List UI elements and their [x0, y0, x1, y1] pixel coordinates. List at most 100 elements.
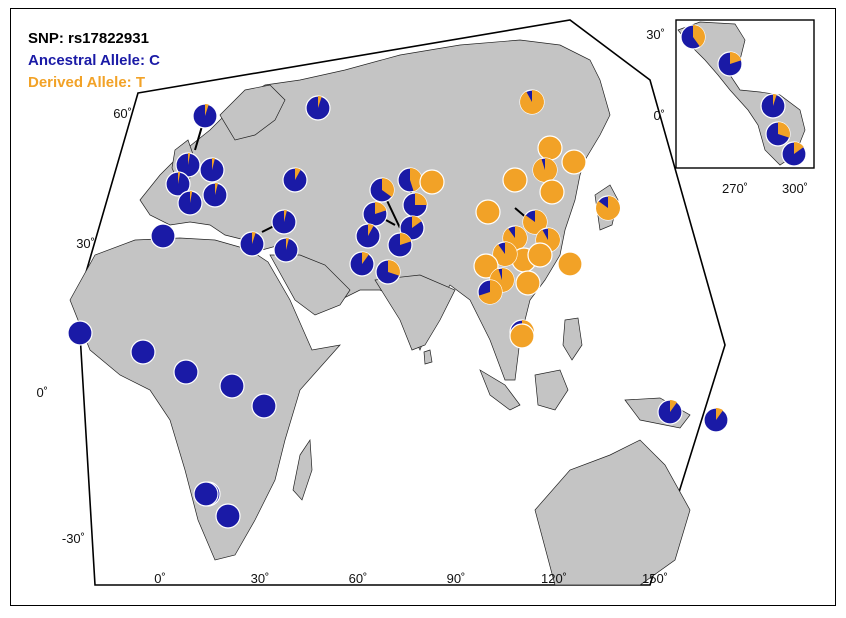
population-pie: [509, 323, 535, 349]
population-pie: [362, 201, 388, 227]
inset-lon-label-270: 270˚: [722, 181, 748, 196]
population-pie: [703, 407, 729, 433]
ancestral-slice: [561, 149, 587, 175]
population-pie: [475, 199, 501, 225]
population-pie: [369, 177, 395, 203]
legend-ancestral: Ancestral Allele: C: [28, 52, 160, 69]
ancestral-slice: [419, 169, 445, 195]
derived-slice: [368, 224, 374, 236]
derived-slice: [388, 260, 400, 276]
ancestral-slice: [173, 359, 199, 385]
inset-lat-label-0: 0˚: [653, 108, 665, 123]
derived-slice: [295, 168, 301, 180]
legend-title: SNP: rs17822931: [28, 30, 149, 47]
ancestral-slice: [67, 320, 93, 346]
ancestral-slice: [130, 339, 156, 365]
population-pie: [150, 223, 176, 249]
population-pie: [680, 24, 706, 50]
derived-slice: [400, 233, 412, 245]
population-pie: [271, 209, 297, 235]
population-pie: [202, 182, 228, 208]
ancestral-slice: [193, 481, 219, 507]
derived-slice: [362, 252, 370, 264]
lon-label-90: 90˚: [447, 571, 466, 586]
ancestral-slice: [251, 393, 277, 419]
derived-slice: [410, 168, 422, 192]
map-frame: [10, 8, 836, 606]
lat-label-30: 30˚: [76, 236, 95, 251]
derived-slice: [415, 193, 427, 205]
derived-slice: [212, 158, 215, 170]
population-pie: [192, 103, 218, 129]
population-pie: [595, 195, 621, 221]
derived-slice: [286, 238, 289, 250]
borneo-landmass: [534, 369, 569, 411]
population-pie: [173, 359, 199, 385]
inset-lon-label-300: 300˚: [782, 181, 808, 196]
population-pie: [305, 95, 331, 121]
population-pie: [561, 149, 587, 175]
population-pie: [657, 399, 683, 425]
population-pie: [193, 481, 219, 507]
population-pie: [165, 171, 191, 197]
ancestral-slice: [150, 223, 176, 249]
population-pie: [419, 169, 445, 195]
population-pie: [557, 251, 583, 277]
ancestral-slice: [539, 179, 565, 205]
population-pie: [519, 89, 545, 115]
derived-slice: [693, 25, 705, 47]
srilanka-landmass: [423, 349, 433, 365]
population-pie: [760, 93, 786, 119]
derived-slice: [596, 196, 621, 220]
population-pie: [765, 121, 791, 147]
derived-slice: [190, 191, 193, 203]
population-pie: [355, 223, 381, 249]
derived-slice: [794, 142, 804, 154]
madagascar-landmass: [292, 438, 313, 501]
derived-slice: [284, 210, 287, 222]
population-pie: [717, 51, 743, 77]
lat-label-0: 0˚: [36, 385, 48, 400]
population-pie: [539, 179, 565, 205]
population-pie: [349, 251, 375, 277]
population-pie: [67, 320, 93, 346]
population-pie: [130, 339, 156, 365]
population-pie: [375, 259, 401, 285]
population-pie: [175, 152, 201, 178]
population-pie: [397, 167, 423, 193]
lon-label-150: 150˚: [642, 571, 668, 586]
derived-slice: [252, 232, 256, 244]
population-pie: [215, 503, 241, 529]
derived-slice: [520, 90, 544, 114]
inset-lat-label-30: 30˚: [646, 27, 665, 42]
australia-landmass: [534, 439, 691, 586]
derived-slice: [730, 52, 742, 64]
lon-label-0: 0˚: [154, 571, 166, 586]
population-pie: [177, 190, 203, 216]
lon-label-60: 60˚: [349, 571, 368, 586]
population-pie: [473, 253, 499, 279]
ancestral-slice: [527, 242, 553, 268]
ancestral-slice: [537, 135, 563, 161]
lat-label-minus30: -30˚: [62, 531, 85, 546]
ancestral-slice: [509, 323, 535, 349]
population-pie: [273, 237, 299, 263]
derived-slice: [188, 153, 191, 165]
ancestral-slice: [502, 167, 528, 193]
population-pie: [402, 192, 428, 218]
derived-slice: [318, 96, 322, 108]
lon-label-30: 30˚: [251, 571, 270, 586]
derived-slice: [205, 104, 209, 116]
ancestral-slice: [557, 251, 583, 277]
derived-slice: [532, 158, 557, 182]
population-pie: [251, 393, 277, 419]
derived-slice: [178, 172, 181, 184]
population-pies: [67, 24, 807, 529]
legend-derived: Derived Allele: T: [28, 74, 145, 91]
population-pie: [527, 242, 553, 268]
derived-slice: [773, 94, 777, 106]
arabia-landmass: [269, 254, 351, 316]
ancestral-slice: [475, 199, 501, 225]
population-pie: [781, 141, 807, 167]
